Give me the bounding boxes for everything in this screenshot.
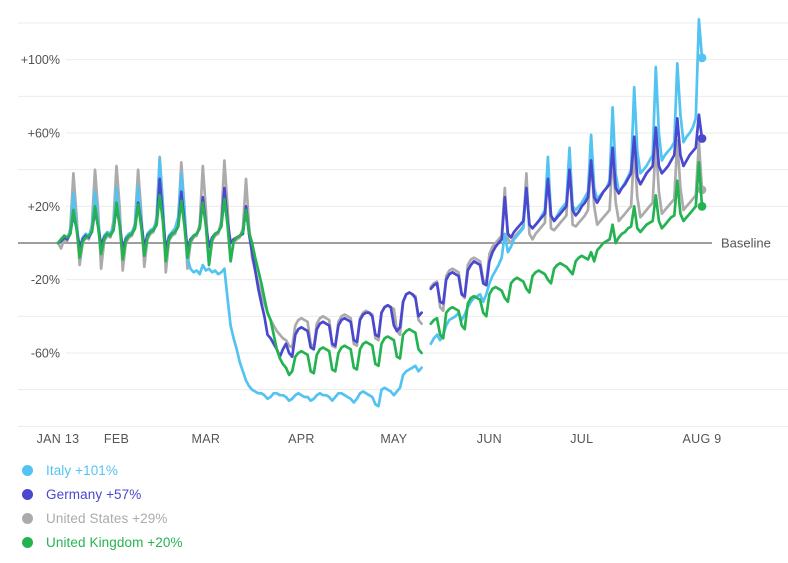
legend-item-italy[interactable]: Italy +101% [22, 458, 788, 482]
y-axis-label: +60% [28, 127, 60, 141]
legend-item-united-kingdom[interactable]: United Kingdom +20% [22, 530, 788, 554]
x-axis-label: JUN [477, 432, 502, 446]
legend-item-united-states[interactable]: United States +29% [22, 506, 788, 530]
legend-item-germany[interactable]: Germany +57% [22, 482, 788, 506]
series-end-dot-italy [697, 53, 707, 63]
x-axis-label: AUG 9 [682, 432, 721, 446]
series-end-dot-united-kingdom [697, 201, 707, 211]
chart-legend: Italy +101% Germany +57% United States +… [0, 452, 788, 554]
united-states-series-dot-icon [22, 512, 33, 524]
series-line-germany [56, 113, 704, 359]
baseline-label: Baseline [721, 236, 771, 251]
germany-series-dot-icon [22, 488, 33, 500]
chart-svg: Baseline +100% +60% +20% -20% -60% JAN 13 FEB MA… [18, 17, 788, 446]
x-axis-label: MAR [192, 432, 221, 446]
x-axis-label: JAN 13 [37, 432, 80, 446]
series-line-united-kingdom [56, 160, 704, 377]
y-axis-label: +100% [21, 53, 60, 67]
legend-label-united-states: United States +29% [46, 510, 168, 526]
y-axis-label: -20% [31, 273, 60, 287]
legend-label-united-kingdom: United Kingdom +20% [46, 534, 183, 550]
italy-series-dot-icon [22, 464, 33, 476]
y-axis-label: -60% [31, 347, 60, 361]
x-axis-label: APR [288, 432, 315, 446]
mobility-trend-chart: Baseline +100% +60% +20% -20% -60% JAN 13 FEB MA… [18, 17, 788, 446]
legend-label-italy: Italy +101% [46, 462, 119, 478]
y-axis-label: +20% [28, 200, 60, 214]
legend-label-germany: Germany +57% [46, 486, 142, 502]
series-end-dot-germany [697, 134, 707, 143]
united-kingdom-series-dot-icon [22, 536, 33, 548]
x-axis-label: FEB [104, 432, 129, 446]
x-axis-label: MAY [380, 432, 407, 446]
x-axis-label: JUL [570, 432, 593, 446]
